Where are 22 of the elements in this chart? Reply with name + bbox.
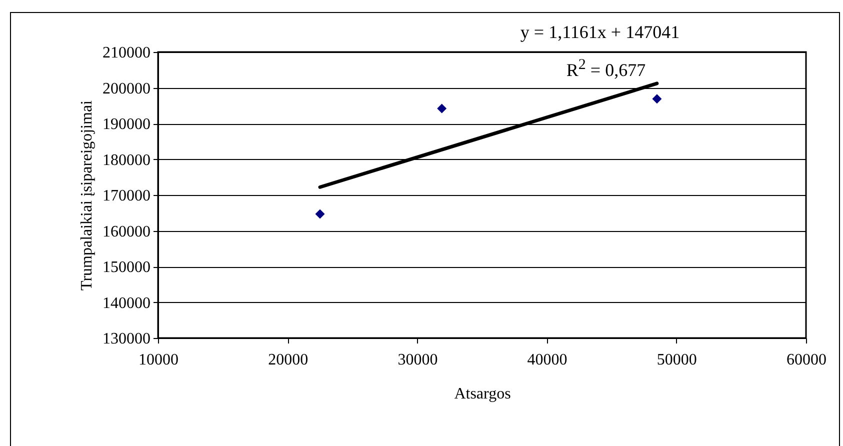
y-tick-label: 180000 bbox=[102, 152, 150, 169]
x-tick-label: 20000 bbox=[268, 352, 308, 368]
point bbox=[315, 209, 325, 219]
y-tick-label: 150000 bbox=[102, 259, 150, 276]
x-tick-label: 30000 bbox=[398, 352, 438, 368]
y-tick-label: 130000 bbox=[102, 330, 150, 348]
x-tick-label: 10000 bbox=[138, 352, 178, 368]
y-tick-label: 170000 bbox=[102, 188, 150, 204]
point bbox=[652, 94, 662, 104]
x-tick-label: 50000 bbox=[656, 352, 697, 368]
y-tick-label: 140000 bbox=[102, 294, 150, 312]
y-tick-label: 210000 bbox=[102, 44, 150, 62]
annotation: R$^{2}$ = 0,677 bbox=[566, 57, 646, 81]
y-tick-label: 160000 bbox=[102, 223, 150, 240]
y-axis-title: Trumpalaikiai įsipareigojimai bbox=[78, 100, 96, 291]
y-tick-label: 200000 bbox=[102, 80, 150, 98]
x-tick-label: 60000 bbox=[786, 352, 826, 368]
x-axis-title: Atsargos bbox=[454, 386, 511, 402]
y-tick-label: 190000 bbox=[102, 116, 150, 133]
x-tick-label: 40000 bbox=[527, 352, 568, 368]
text: y = 1,1161x + 147041 bbox=[520, 22, 680, 43]
point bbox=[437, 104, 447, 114]
